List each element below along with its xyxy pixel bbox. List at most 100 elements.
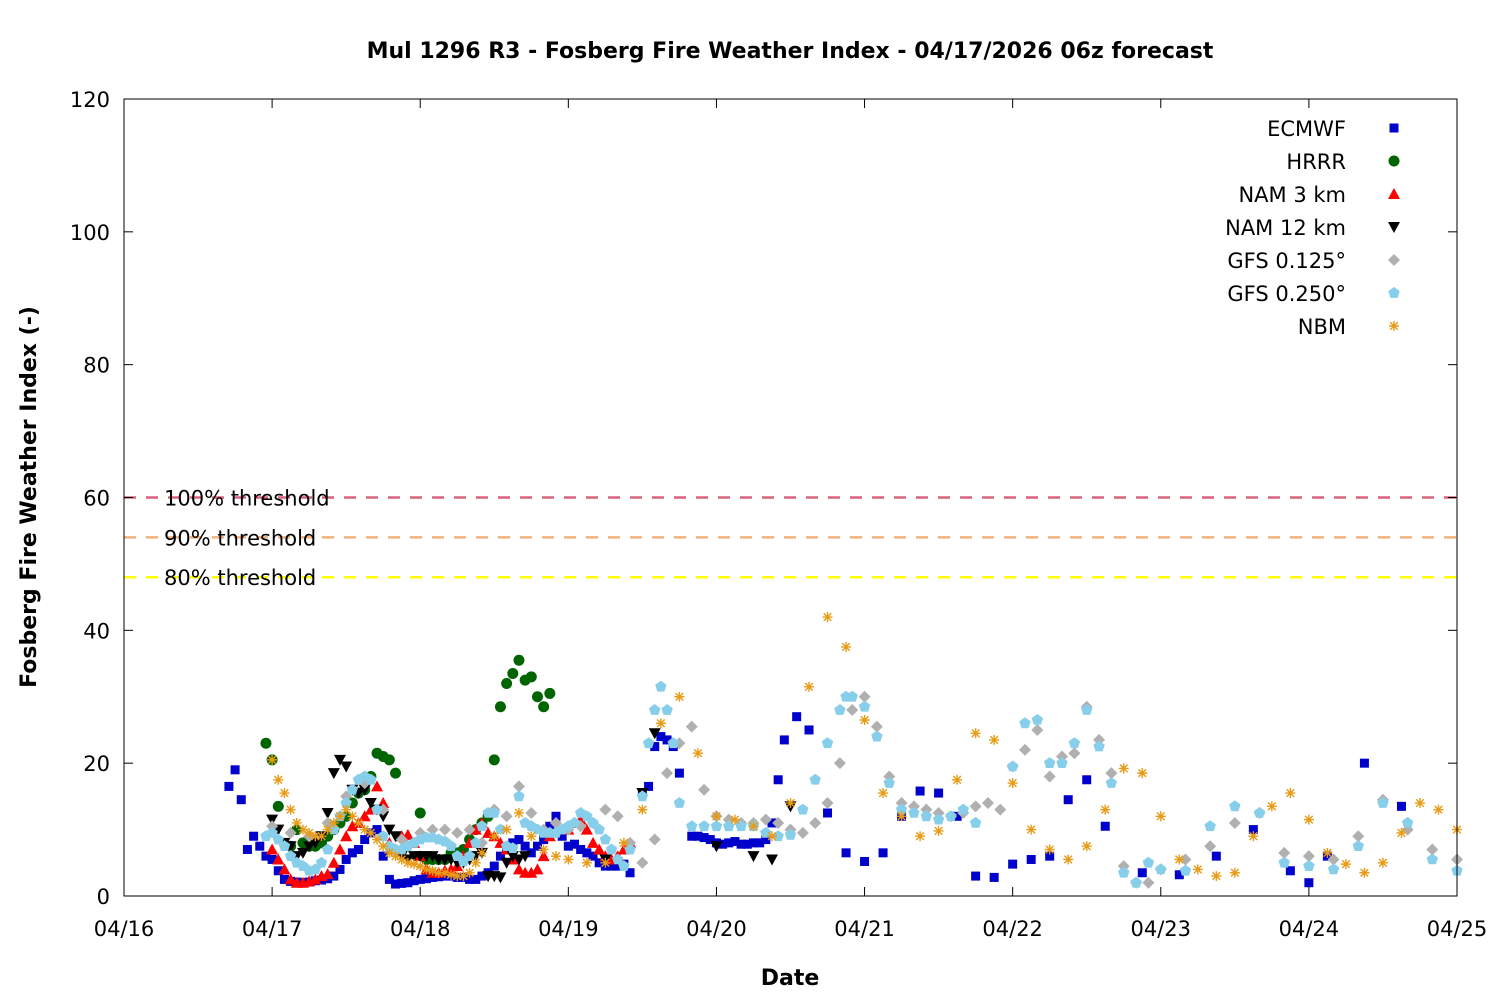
data-point <box>563 841 573 851</box>
legend-marker <box>1389 321 1399 331</box>
data-point <box>358 810 371 822</box>
data-point <box>500 810 513 823</box>
data-point <box>674 768 684 778</box>
data-point <box>279 788 290 799</box>
data-point <box>383 824 396 836</box>
data-point <box>354 845 364 855</box>
data-point <box>1019 717 1031 729</box>
data-point <box>1285 866 1295 876</box>
data-point <box>470 857 481 868</box>
data-point <box>858 700 871 712</box>
x-tick-label: 04/16 <box>94 917 155 941</box>
data-point <box>705 835 715 845</box>
data-point <box>341 854 351 864</box>
data-point <box>1352 840 1364 851</box>
data-point <box>636 790 649 802</box>
data-point <box>625 868 635 878</box>
data-point <box>1304 878 1314 888</box>
data-point <box>1082 775 1092 785</box>
data-point <box>580 823 593 835</box>
data-point <box>686 820 698 832</box>
data-point <box>224 781 234 791</box>
data-point <box>266 826 278 838</box>
data-point <box>821 737 834 749</box>
data-point <box>687 831 697 841</box>
data-point <box>859 714 870 725</box>
legend-marker <box>1388 155 1400 167</box>
data-point <box>1359 867 1370 878</box>
data-point <box>384 874 394 884</box>
data-point <box>445 840 457 851</box>
x-tick-label: 04/19 <box>538 917 599 941</box>
data-point <box>656 732 666 742</box>
data-point <box>870 720 883 733</box>
data-point <box>587 836 600 848</box>
legend-entry-label: GFS 0.250° <box>1227 282 1346 306</box>
data-point <box>1204 820 1216 832</box>
data-point <box>446 869 457 880</box>
data-point <box>576 845 586 855</box>
data-point <box>1302 850 1315 863</box>
threshold-label: 90% threshold <box>164 526 316 550</box>
data-point <box>1031 714 1044 725</box>
data-point <box>871 730 883 742</box>
x-tick-label: 04/22 <box>982 917 1043 941</box>
data-point <box>1155 811 1166 822</box>
data-point <box>519 851 532 863</box>
data-point <box>846 704 859 717</box>
data-point <box>933 825 944 836</box>
data-point <box>463 850 476 861</box>
data-point <box>1026 854 1036 864</box>
data-point <box>551 811 561 821</box>
data-point <box>636 856 649 869</box>
data-point <box>1026 824 1037 835</box>
data-point <box>644 781 654 791</box>
data-point <box>402 857 413 868</box>
data-point <box>698 783 711 796</box>
legend: ECMWF HRRR NAM 3 km NAM 12 km GFS 0.125° GFS … <box>1225 117 1400 339</box>
data-point <box>304 827 315 838</box>
data-point <box>279 874 289 884</box>
data-point <box>1105 767 1118 780</box>
data-point <box>525 671 537 683</box>
data-point <box>1031 723 1044 736</box>
data-point <box>316 831 327 842</box>
data-point <box>637 804 648 815</box>
data-point <box>945 810 957 822</box>
data-point <box>1278 846 1291 859</box>
data-point <box>512 863 525 875</box>
data-point <box>272 800 284 812</box>
data-point <box>391 879 401 889</box>
data-point <box>531 691 543 703</box>
data-point <box>333 843 346 855</box>
data-point <box>501 824 512 835</box>
data-point <box>1044 757 1056 768</box>
data-point <box>272 833 284 845</box>
data-point <box>971 871 981 881</box>
data-point <box>952 811 962 821</box>
data-point <box>594 858 604 868</box>
data-point <box>273 774 284 785</box>
data-point <box>273 866 283 876</box>
data-point <box>1081 704 1093 715</box>
data-point <box>994 803 1007 816</box>
data-point <box>397 878 407 888</box>
data-point <box>513 807 524 818</box>
data-point <box>341 804 352 815</box>
data-point <box>1068 747 1081 760</box>
data-point <box>822 612 833 623</box>
data-point <box>1377 857 1388 868</box>
data-point <box>526 848 536 858</box>
data-point <box>736 839 746 849</box>
y-tick-label: 0 <box>97 885 110 909</box>
data-point <box>895 803 908 815</box>
data-point <box>729 814 740 825</box>
data-point <box>321 807 334 819</box>
data-point <box>513 790 525 802</box>
data-point <box>433 867 444 878</box>
data-point <box>489 861 499 871</box>
data-point <box>230 765 240 775</box>
data-point <box>1278 856 1290 868</box>
data-point <box>242 845 252 855</box>
data-point <box>698 820 710 832</box>
